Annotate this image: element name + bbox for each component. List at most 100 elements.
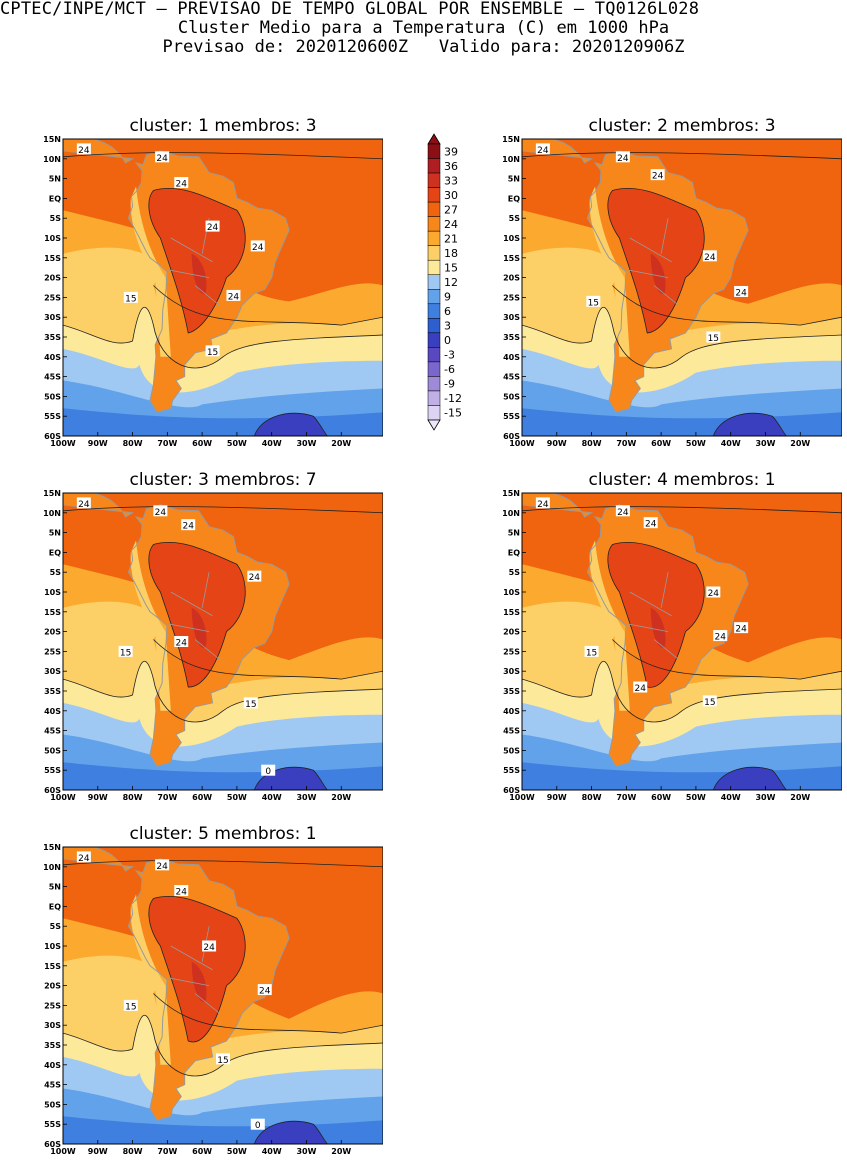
lon-tick-label: 90W xyxy=(88,439,108,448)
lat-tick-label: 10N xyxy=(43,863,61,872)
panel-title: cluster: 2 membros: 3 xyxy=(588,116,775,136)
lat-tick-label: 40S xyxy=(503,353,520,362)
contour-label-box xyxy=(535,497,550,509)
colorbar-label: 24 xyxy=(444,218,458,231)
lat-tick-label: 5S xyxy=(509,214,521,223)
temperature-field xyxy=(63,847,383,1144)
contour-label: 15 xyxy=(125,1002,136,1012)
temperature-field xyxy=(63,139,383,436)
lat-tick-label: 10S xyxy=(44,588,61,597)
lat-tick-label: 15N xyxy=(43,135,61,144)
contour-label: 15 xyxy=(708,334,719,344)
lat-tick-label: 10N xyxy=(43,509,61,518)
lat-tick-label: 5S xyxy=(50,568,62,577)
lat-tick-label: 10N xyxy=(502,509,520,518)
contour-label-box xyxy=(76,497,91,509)
lat-tick-label: 15S xyxy=(44,254,61,263)
contour-label: 24 xyxy=(203,943,215,953)
lon-tick-label: 100W xyxy=(509,439,535,448)
lon-tick-label: 50W xyxy=(686,439,706,448)
colorbar-swatch xyxy=(427,172,441,188)
contour-label: 24 xyxy=(156,862,168,872)
contour-label: 24 xyxy=(735,288,747,298)
colorbar-label: 33 xyxy=(444,174,458,187)
lat-tick-label: 45S xyxy=(44,1081,61,1090)
colorbar-swatch xyxy=(427,376,441,392)
lon-tick-label: 40W xyxy=(262,793,282,802)
map-panel-3: 24 24 24 24 15 24 15 0 15N 10N 5N EQ 5S 10S 15S 20S 25S 3… xyxy=(43,470,383,802)
contour-label-box xyxy=(257,984,272,996)
map-frame xyxy=(62,138,383,437)
contour-label-box xyxy=(174,177,189,189)
lon-tick-label: 60W xyxy=(192,1147,212,1156)
contour-label-box xyxy=(153,505,168,517)
lon-tick-label: 30W xyxy=(296,1147,316,1156)
contour-label: 24 xyxy=(156,154,168,164)
contour-label: 15 xyxy=(217,1056,228,1066)
contour-label: 24 xyxy=(207,223,219,233)
lat-tick-label: 60S xyxy=(503,786,520,795)
lat-tick-label: 5N xyxy=(508,529,520,538)
lat-tick-label: 30S xyxy=(503,667,520,676)
colorbar-label: 3 xyxy=(444,320,451,333)
colorbar-label: 15 xyxy=(444,261,458,274)
colorbar-swatch xyxy=(427,390,441,406)
panel-title: cluster: 4 membros: 1 xyxy=(588,470,775,490)
map-panel-5: 24 24 24 24 15 24 15 0 15N 10N 5N EQ 5S 10S 15S 20S 25S 3… xyxy=(43,824,383,1156)
temperature-colorbar: 39 36 33 30 27 24 21 18 15 12 9 6 3 0 -3 -6 -9 -12 -15 xyxy=(420,132,480,444)
lon-tick-label: 50W xyxy=(227,1147,247,1156)
contour-label-box xyxy=(615,505,630,517)
colorbar-swatch xyxy=(427,332,441,348)
colorbar-label: -6 xyxy=(444,363,455,376)
lon-tick-label: 60W xyxy=(651,793,671,802)
contour-label-box xyxy=(706,586,721,598)
lat-tick-label: 50S xyxy=(44,746,61,755)
contour-label: 15 xyxy=(207,348,218,358)
contour-label: 24 xyxy=(704,253,716,263)
lon-tick-label: 20W xyxy=(331,439,351,448)
lon-tick-label: 70W xyxy=(616,793,636,802)
lat-tick-label: 55S xyxy=(503,412,520,421)
lat-tick-label: 5N xyxy=(49,175,61,184)
contour-label: 15 xyxy=(704,698,715,708)
map-panel-2: 24 24 24 24 24 15 15 15N 10N 5N EQ 5S 10S 15S 20S 25S 30… xyxy=(502,116,842,448)
contour-label: 24 xyxy=(182,522,194,532)
lon-tick-label: 100W xyxy=(50,793,76,802)
lat-tick-label: 50S xyxy=(44,392,61,401)
contour-label-box xyxy=(586,295,601,307)
lat-tick-label: 60S xyxy=(44,786,61,795)
lon-tick-label: 20W xyxy=(331,793,351,802)
contour-label-box xyxy=(702,250,717,262)
contour-label-box xyxy=(734,622,749,634)
contour-label: 0 xyxy=(255,1121,261,1131)
contour-label-box xyxy=(615,151,630,163)
colorbar-label: 39 xyxy=(444,145,458,158)
lon-tick-label: 50W xyxy=(227,439,247,448)
contour-label: 24 xyxy=(155,508,167,518)
lon-tick-label: 30W xyxy=(296,793,316,802)
header: CPTEC/INPE/MCT – PREVISAO DE TEMPO GLOBA… xyxy=(0,0,847,57)
lat-tick-label: 25S xyxy=(44,293,61,302)
colorbar-swatch xyxy=(427,230,441,246)
colorbar-swatch xyxy=(427,143,441,159)
contour-label-box xyxy=(155,859,170,871)
lon-tick-label: 80W xyxy=(123,439,143,448)
main-title: CPTEC/INPE/MCT – PREVISAO DE TEMPO GLOBA… xyxy=(0,0,700,19)
lat-tick-label: 35S xyxy=(44,687,61,696)
lat-tick-label: EQ xyxy=(49,902,61,911)
lat-tick-label: 35S xyxy=(44,1041,61,1050)
lat-tick-label: 10S xyxy=(44,942,61,951)
contour-label: 24 xyxy=(617,508,629,518)
lat-tick-label: 60S xyxy=(503,432,520,441)
lat-tick-label: 20S xyxy=(44,628,61,637)
map-frame xyxy=(521,492,842,791)
contour-label: 24 xyxy=(735,625,747,635)
contour-label-box xyxy=(643,517,658,529)
lat-tick-label: EQ xyxy=(49,548,61,557)
lon-tick-label: 70W xyxy=(157,1147,177,1156)
colorbar-swatch xyxy=(427,259,441,275)
temperature-field xyxy=(522,139,842,436)
lat-tick-label: 15N xyxy=(502,135,520,144)
lon-tick-label: 90W xyxy=(88,1147,108,1156)
subtitle: Cluster Medio para a Temperatura (C) em … xyxy=(177,18,670,38)
